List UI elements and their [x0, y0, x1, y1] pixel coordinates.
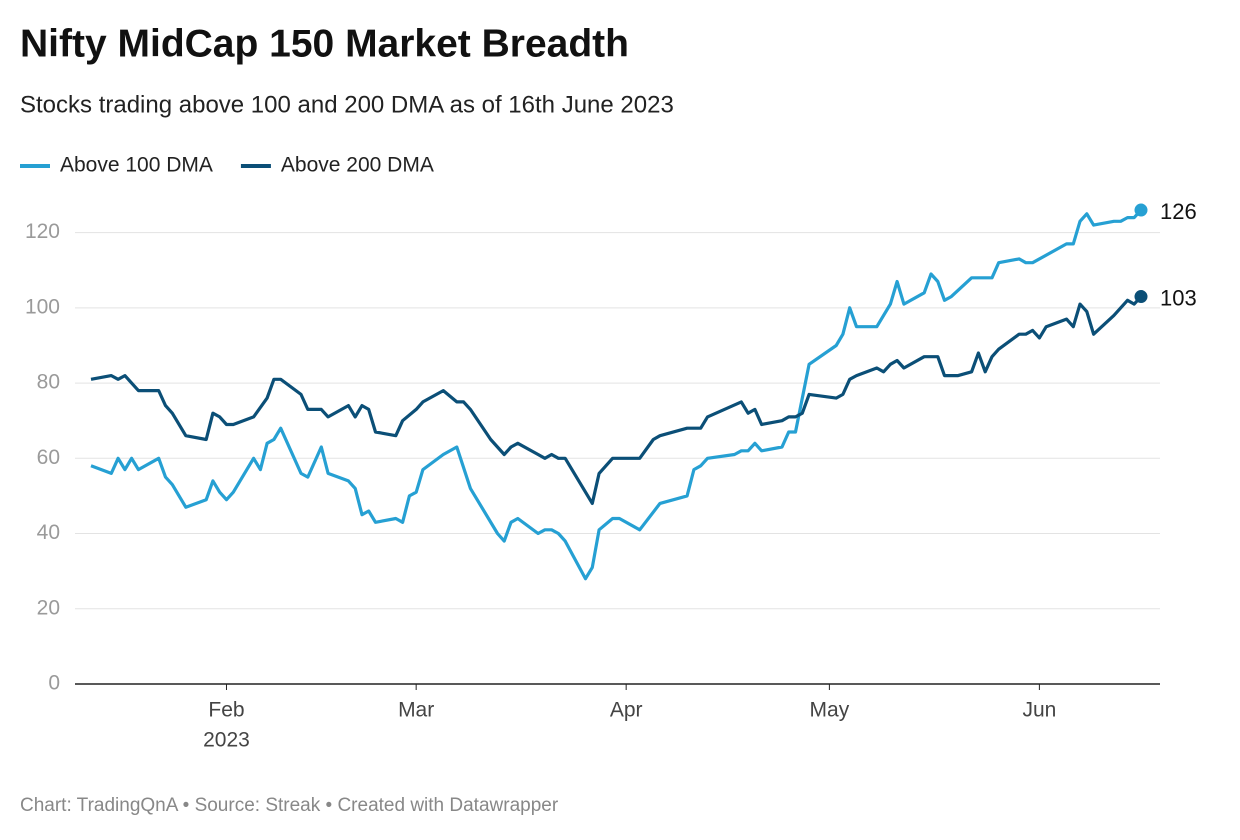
legend-label: Above 100 DMA [60, 154, 213, 177]
chart-footer: Chart: TradingQnA • Source: Streak • Cre… [20, 795, 559, 816]
y-tick-label: 40 [37, 521, 60, 544]
y-tick-label: 120 [25, 220, 60, 243]
series-line [90, 295, 1143, 505]
chart-subtitle: Stocks trading above 100 and 200 DMA as … [20, 91, 674, 118]
chart-title: Nifty MidCap 150 Market Breadth [20, 22, 629, 65]
x-tick-label: May [810, 699, 850, 722]
end-point [1134, 290, 1148, 304]
y-tick-label: 100 [25, 295, 60, 318]
x-tick-year: 2023 [203, 729, 250, 752]
end-value-label: 103 [1160, 285, 1197, 310]
legend-label: Above 200 DMA [281, 154, 434, 177]
y-tick-label: 20 [37, 596, 60, 619]
series-line [90, 208, 1143, 581]
end-point [1134, 203, 1148, 217]
x-tick-label: Feb [208, 699, 244, 722]
x-tick-label: Apr [610, 699, 643, 722]
y-tick-label: 0 [48, 672, 60, 695]
x-tick-label: Mar [398, 699, 434, 722]
y-tick-label: 60 [37, 446, 60, 469]
end-value-label: 126 [1160, 199, 1197, 224]
y-tick-label: 80 [37, 371, 60, 394]
x-tick-label: Jun [1022, 699, 1056, 722]
